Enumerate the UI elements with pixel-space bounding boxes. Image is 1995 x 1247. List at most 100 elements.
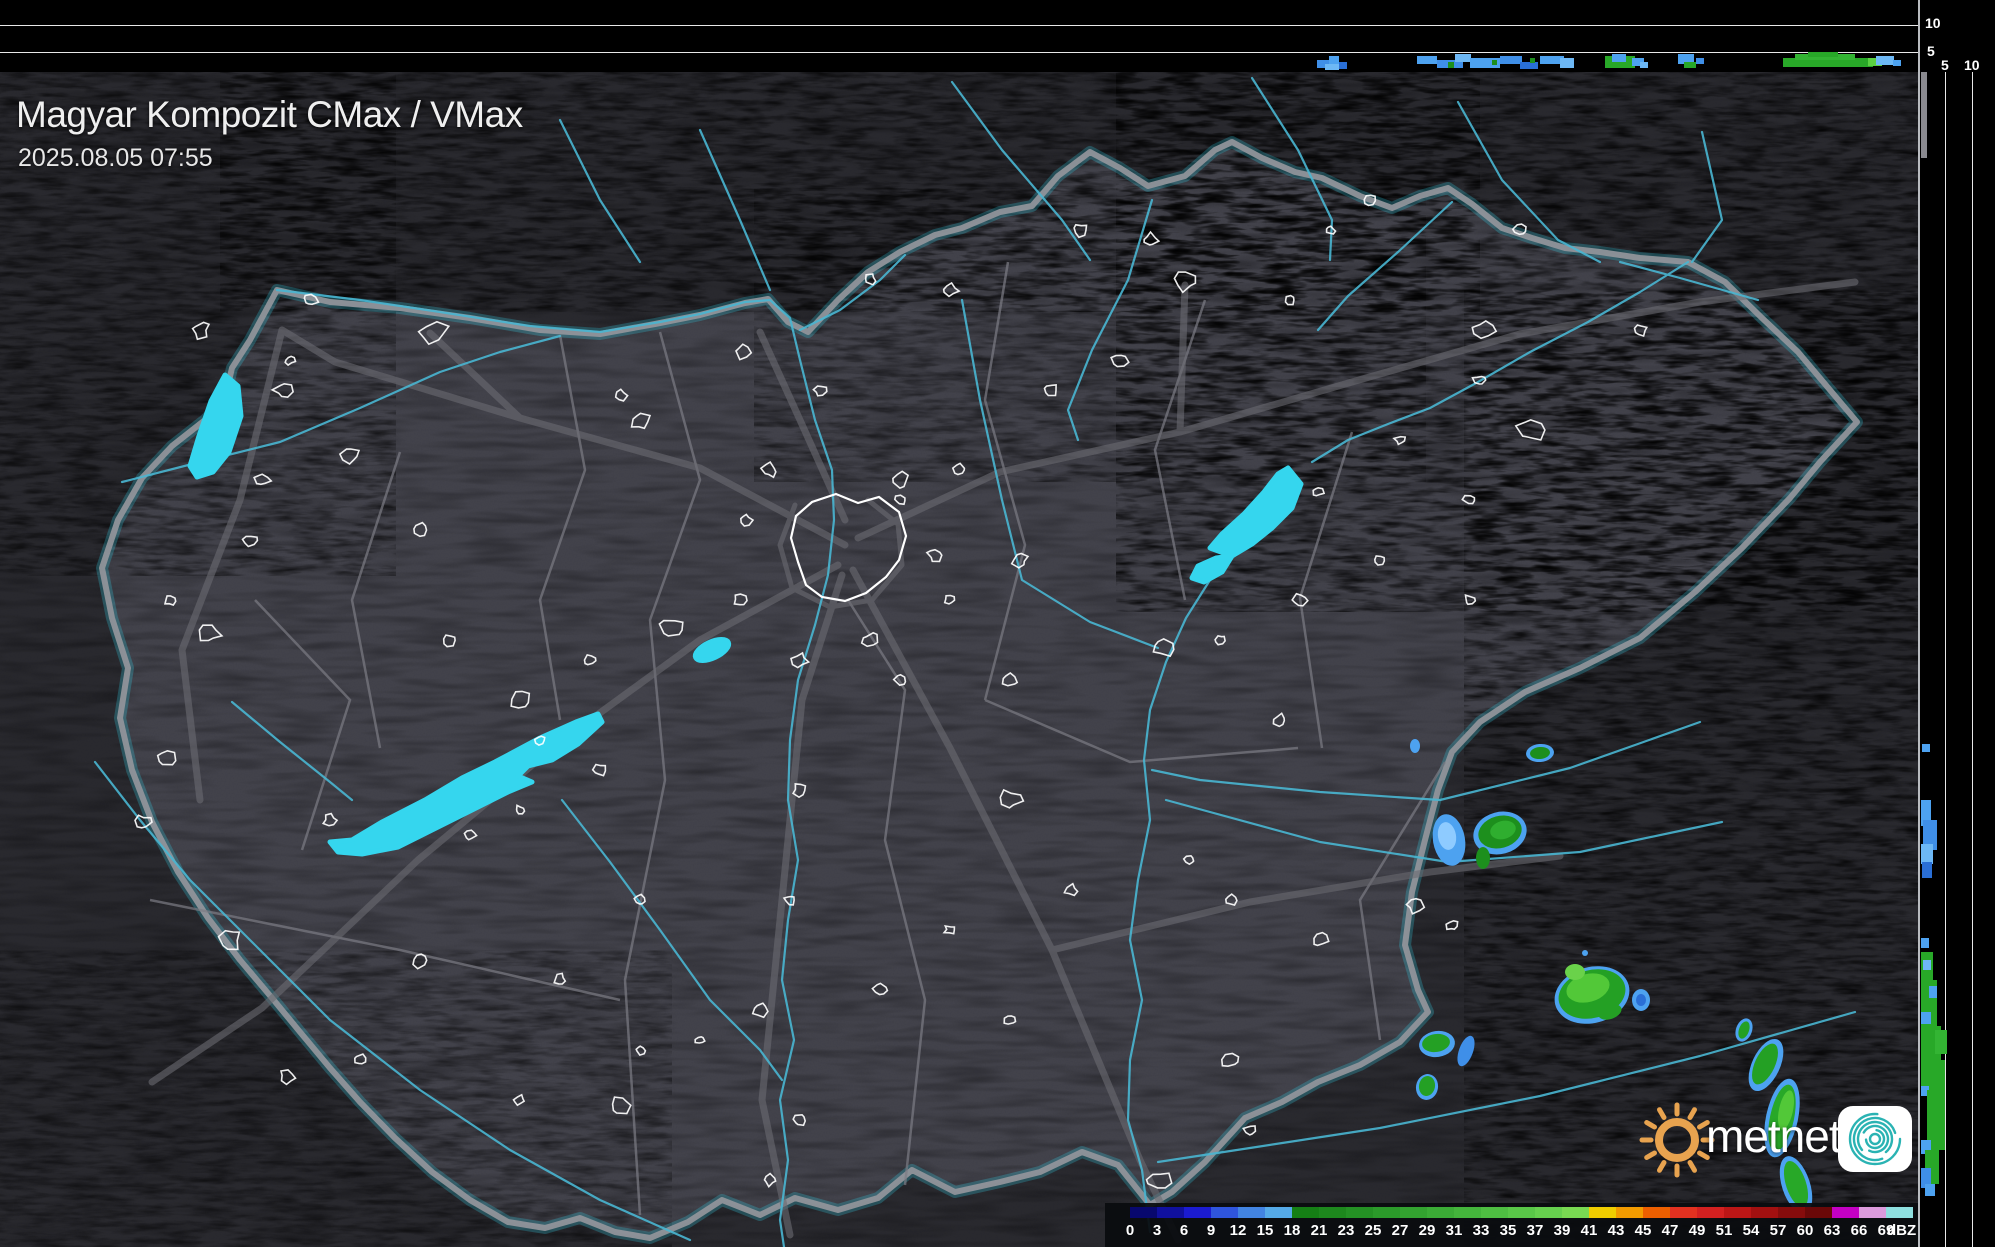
town-outline [630,412,652,430]
right-axis-label-5: 5 [1941,57,1949,73]
radar-echo [1738,1021,1750,1039]
town-outline [253,473,273,486]
legend-segment [1724,1207,1751,1218]
lake-velence [692,636,732,664]
legend-tick: 45 [1634,1222,1652,1239]
radar-echo [1598,1004,1622,1020]
town-outline [1001,672,1019,687]
town-outline [163,595,177,606]
legend-segment [1130,1207,1157,1218]
profile-echo-pixel [1921,800,1931,826]
legend-tick: 23 [1337,1222,1355,1239]
town-outline [942,924,956,935]
town-outline [1152,638,1175,658]
profile-echo-pixel [1923,960,1931,970]
radar-echo [1783,1160,1809,1208]
town-outline [633,893,646,905]
legend-unit: dBZ [1887,1222,1917,1239]
legend-tick: 41 [1580,1222,1598,1239]
radar-echo [1490,820,1516,840]
profile-echo-pixel [1455,54,1471,62]
profile-echo-pixel [1540,56,1564,64]
town-outline [463,829,478,841]
town-outline [417,320,451,346]
radar-echo [1752,1043,1778,1085]
legend-tick: 69 [1877,1222,1895,1239]
legend-tick: 35 [1499,1222,1517,1239]
legend-color-band [1130,1207,1913,1218]
legend-segment [1184,1207,1211,1218]
town-outline [792,1113,807,1127]
legend-tick: 66 [1850,1222,1868,1239]
legend-segment [1319,1207,1346,1218]
town-outline [515,804,526,815]
lake-ferto [187,372,244,480]
town-outline [1220,1052,1240,1068]
legend-tick: 54 [1742,1222,1760,1239]
town-outline [942,281,961,298]
right-profile-gridline-5km [1945,72,1946,1247]
profile-echo-pixel [1417,56,1437,64]
profile-echo-pixel [1921,1012,1931,1024]
legend-tick: 12 [1229,1222,1247,1239]
town-outline [1471,375,1487,385]
profile-echo-pixel [1339,62,1347,69]
town-outline [1242,1125,1257,1136]
town-outline [533,735,546,746]
top-axis-label-5: 5 [1927,43,1935,59]
profile-echo-pixel [1500,56,1522,64]
legend-segment [1373,1207,1400,1218]
town-outline [217,929,241,951]
legend-tick: 33 [1472,1222,1490,1239]
legend-segment [1697,1207,1724,1218]
legend-segment [1670,1207,1697,1218]
legend-tick: 51 [1715,1222,1733,1239]
town-outline [591,763,607,777]
town-outline [893,494,906,506]
town-outline [1363,194,1377,207]
legend-tick: 49 [1688,1222,1706,1239]
dbz-legend: 0 3 6 9 12 15 18 21 23 25 27 29 31 33 35 37 39 41 43 45 47 49… [1105,1203,1918,1247]
timestamp: 2025.08.05 07:55 [18,144,213,172]
legend-segment [1427,1207,1454,1218]
radar-echo [1476,847,1490,869]
town-outline [1110,354,1130,368]
profile-echo-pixel [1921,938,1929,948]
town-outlines [134,194,1649,1189]
radar-echo [1777,1090,1795,1130]
town-outline [512,1093,526,1107]
legend-segment [1616,1207,1643,1218]
town-outline [751,1002,769,1019]
legend-segment [1211,1207,1238,1218]
town-outline [860,631,879,648]
legend-segment [1454,1207,1481,1218]
town-outline [1063,882,1079,897]
legend-segment [1832,1207,1859,1218]
lake-balaton [327,711,605,857]
spiral-icon [1848,1112,1902,1166]
lakes [187,372,1304,857]
profile-echo-pixel [1925,1184,1935,1196]
legend-segment [1508,1207,1535,1218]
river-tisza-lower [1126,546,1240,1234]
town-outline [1003,1015,1017,1025]
legend-segment [1643,1207,1670,1218]
legend-tick: 47 [1661,1222,1679,1239]
profile-echo-pixel [1448,62,1454,68]
town-outline [553,972,567,985]
town-outline [733,593,748,606]
town-outline [943,594,956,605]
metnet-logo: metnet [1620,1095,1920,1185]
legend-tick: 63 [1823,1222,1841,1239]
town-outline [583,653,597,666]
legend-segment [1292,1207,1319,1218]
radar-echo [1410,739,1420,753]
radar-echoes [1410,739,1813,1214]
legend-tick: 3 [1152,1222,1162,1239]
profile-echo-pixel [1795,54,1855,60]
legend-tick: 43 [1607,1222,1625,1239]
town-outline [321,812,339,827]
right-profile-gridline-10km [1972,72,1973,1247]
town-outline [1514,419,1546,441]
